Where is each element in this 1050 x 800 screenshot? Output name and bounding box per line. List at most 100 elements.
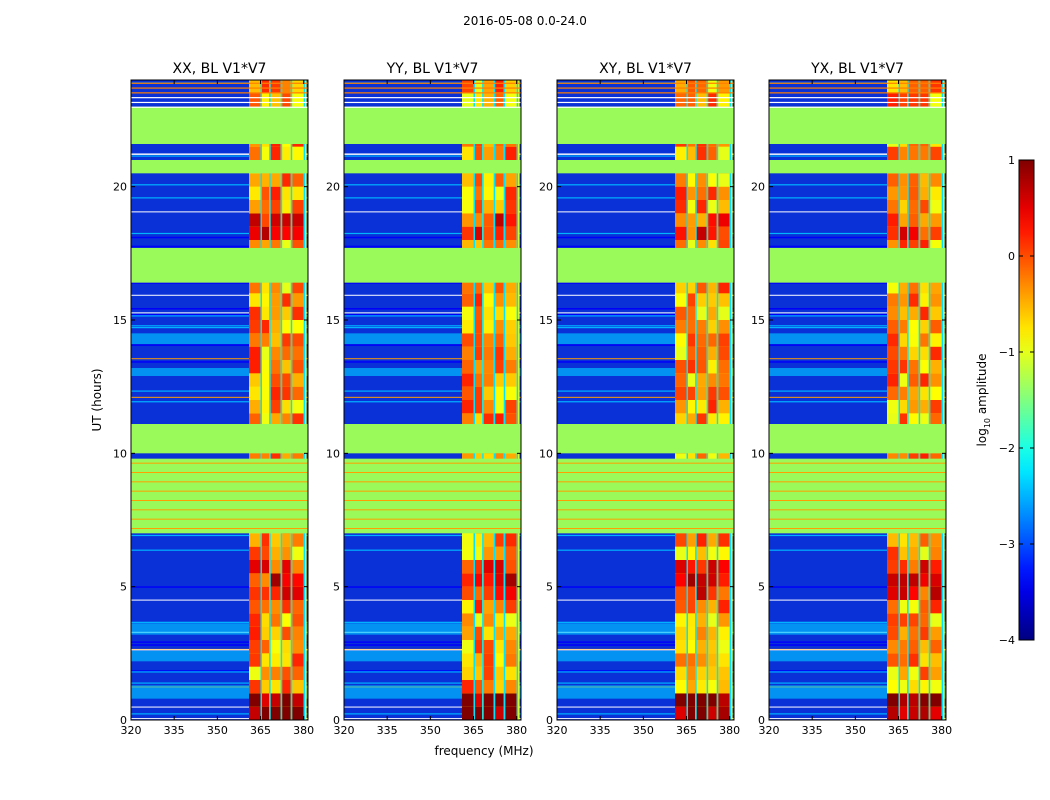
time-streak (344, 325, 521, 327)
rfi-cell (505, 146, 517, 160)
rfi-cell (687, 360, 696, 374)
rfi-cell (474, 613, 483, 627)
time-streak (557, 184, 734, 186)
time-streak (131, 232, 308, 235)
time-streak (131, 396, 308, 398)
rfi-cell (462, 626, 474, 640)
rfi-cell (270, 146, 281, 160)
time-streak (344, 622, 521, 624)
time-streak (557, 312, 734, 314)
time-streak (344, 315, 521, 317)
rfi-cell (687, 146, 696, 160)
time-streak (344, 307, 521, 310)
rfi-cell (505, 80, 517, 94)
rfi-cell (675, 173, 687, 187)
rfi-cell (474, 400, 483, 414)
rfi-cell (930, 333, 942, 347)
rfi-cell (887, 280, 899, 294)
rfi-cell (930, 706, 942, 720)
rfi-cell (920, 613, 929, 627)
rfi-cell (261, 293, 270, 307)
rfi-cell (687, 626, 696, 640)
noise-band (557, 368, 734, 376)
rfi-cell (930, 186, 942, 200)
rfi-cell (282, 586, 291, 600)
rfi-cell (899, 226, 908, 240)
flag-streak (344, 462, 521, 464)
time-streak (557, 245, 734, 248)
rfi-cell (920, 146, 929, 160)
rfi-cell (261, 200, 270, 214)
x-tick-label: 365 (463, 724, 484, 737)
time-streak (557, 232, 734, 235)
rfi-cell (474, 186, 483, 200)
rfi-cell (708, 413, 717, 427)
rfi-cell (920, 693, 929, 707)
rfi-cell (483, 400, 494, 414)
channel-gap (280, 80, 283, 720)
rfi-cell (930, 293, 942, 307)
rfi-cell (920, 546, 929, 560)
rfi-cell (718, 80, 730, 94)
rfi-cell (687, 93, 696, 107)
rfi-cell (483, 653, 494, 667)
rfi-cell (474, 173, 483, 187)
flag-streak (769, 490, 946, 492)
rfi-cell (249, 386, 261, 400)
rfi-cell (687, 640, 696, 654)
rfi-cell (249, 306, 261, 320)
rfi-cell (474, 213, 483, 227)
rfi-cell (462, 80, 474, 94)
y-tick-label: 15 (539, 314, 553, 327)
rfi-cell (270, 373, 281, 387)
rfi-cell (899, 333, 908, 347)
rfi-cell (292, 200, 304, 214)
rfi-cell (292, 573, 304, 587)
colorbar-tick-label: −3 (999, 538, 1015, 551)
rfi-cell (887, 333, 899, 347)
time-streak (769, 358, 946, 360)
rfi-cell (899, 600, 908, 614)
time-streak (344, 534, 521, 537)
rfi-cell (261, 600, 270, 614)
rfi-cell (708, 293, 717, 307)
flagged-time-range (557, 424, 734, 454)
rfi-cell (708, 666, 717, 680)
rfi-cell (483, 200, 494, 214)
rfi-cell (249, 240, 261, 254)
noise-band (769, 650, 946, 662)
rfi-cell (505, 680, 517, 694)
rfi-cell (708, 173, 717, 187)
rfi-cell (708, 186, 717, 200)
rfi-cell (474, 706, 483, 720)
rfi-cell (899, 586, 908, 600)
rfi-cell (687, 386, 696, 400)
rfi-cell (887, 320, 899, 334)
y-tick-label: 10 (113, 447, 127, 460)
rfi-cell (292, 706, 304, 720)
noise-band (557, 624, 734, 635)
time-streak (557, 644, 734, 646)
noise-band (344, 333, 521, 344)
time-streak (344, 390, 521, 392)
rfi-cell (899, 386, 908, 400)
rfi-cell (696, 213, 707, 227)
channel-gap (493, 80, 496, 720)
rfi-cell (920, 226, 929, 240)
rfi-cell (908, 280, 919, 294)
rfi-cell (495, 653, 504, 667)
channel-gap (907, 80, 909, 720)
rfi-cell (474, 640, 483, 654)
y-axis-label: UT (hours) (90, 368, 104, 431)
rfi-cell (920, 360, 929, 374)
x-tick-label: 350 (207, 724, 228, 737)
rfi-cell (261, 386, 270, 400)
rfi-cell (687, 320, 696, 334)
time-streak (344, 649, 521, 651)
rfi-cell (505, 546, 517, 560)
rfi-cell (462, 653, 474, 667)
rfi-cell (718, 360, 730, 374)
rfi-cell (675, 360, 687, 374)
rfi-cell (505, 186, 517, 200)
rfi-cell (718, 240, 730, 254)
